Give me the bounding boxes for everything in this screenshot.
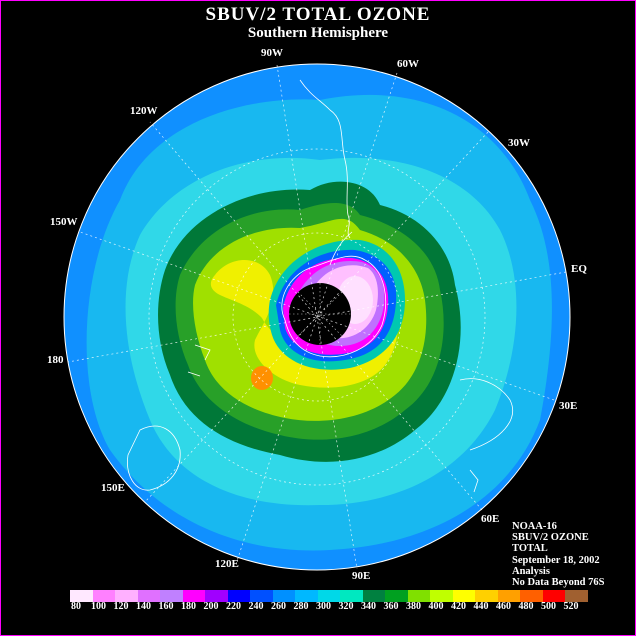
ozone-max-orange <box>251 366 273 390</box>
info-date: September 18, 2002 <box>512 554 600 566</box>
legend-swatch <box>295 590 318 602</box>
coastline-south-america <box>299 79 351 239</box>
coastline-africa <box>459 378 513 451</box>
legend-color-bar <box>70 590 588 602</box>
legend-tick-label: 500 <box>541 601 556 612</box>
meridian-60w-120e <box>236 72 398 562</box>
legend-tick-label: 260 <box>271 601 286 612</box>
legend-tick-label: 440 <box>473 601 489 612</box>
info-satellite: NOAA-16 <box>512 521 557 532</box>
legend-swatch <box>565 590 588 602</box>
legend-swatch <box>407 590 430 602</box>
lon-label-eq: EQ <box>571 263 587 275</box>
coastlines <box>127 79 513 493</box>
legend-swatch <box>250 590 273 602</box>
coastline-antarctic-peninsula <box>329 231 353 266</box>
legend-tick-label: 80 <box>71 601 81 612</box>
legend-swatch <box>160 590 183 602</box>
map-disk-border <box>63 63 571 571</box>
legend-tick-label: 340 <box>361 601 376 612</box>
legend-tick-label: 480 <box>518 601 534 612</box>
lon-label-30w: 30W <box>508 137 530 149</box>
legend-swatch <box>92 590 115 602</box>
info-field: TOTAL <box>512 543 548 555</box>
legend-swatch <box>182 590 205 602</box>
legend-tick-label: 520 <box>563 601 579 612</box>
map-subtitle: Southern Hemisphere <box>247 25 389 41</box>
legend-tick-label: 300 <box>316 601 331 612</box>
lon-label-90w: 90W <box>261 47 283 59</box>
legend-tick-label: 380 <box>406 601 421 612</box>
lon-label-150w: 150W <box>50 216 78 228</box>
legend-tick-label: 280 <box>293 601 309 612</box>
legend-tick-label: 100 <box>91 601 106 612</box>
legend-tick-label: 120 <box>113 601 129 612</box>
lon-label-120w: 120W <box>130 105 158 117</box>
legend-tick-label: 140 <box>136 601 151 612</box>
legend-tick-label: 360 <box>383 601 399 612</box>
legend-swatch <box>115 590 138 602</box>
legend-swatch <box>340 590 363 602</box>
legend-tick-label: 220 <box>226 601 241 612</box>
legend-tick-label: 240 <box>248 601 264 612</box>
legend-swatch <box>430 590 453 602</box>
legend-swatch <box>452 590 475 602</box>
legend-swatch <box>520 590 543 602</box>
coastline-antarctica <box>281 255 386 358</box>
lon-label-120e: 120E <box>215 558 239 570</box>
ozone-field <box>64 64 570 570</box>
legend-swatch <box>227 590 250 602</box>
meridian-30w-150e <box>144 131 489 503</box>
legend-swatch <box>205 590 228 602</box>
coastline-australia <box>127 425 181 491</box>
legend-swatch <box>497 590 520 602</box>
legend-swatch <box>70 590 93 602</box>
info-product: SBUV/2 OZONE <box>512 532 589 544</box>
latitude-circle-60s <box>232 232 402 402</box>
legend-swatch <box>272 590 295 602</box>
lon-label-30e: 30E <box>559 400 578 412</box>
meridian-eq-180 <box>67 271 567 363</box>
lon-label-60w: 60W <box>397 58 419 70</box>
legend-tick-label: 460 <box>496 601 511 612</box>
coastline-madagascar <box>469 469 479 493</box>
legend-tick-label: 200 <box>203 601 219 612</box>
coastline-new-zealand <box>187 344 211 377</box>
legend-tick-label: 160 <box>158 601 174 612</box>
legend-tick-label: 320 <box>338 601 354 612</box>
map-title: SBUV/2 TOTAL OZONE <box>205 4 431 25</box>
info-note: No Data Beyond 76S <box>512 577 605 589</box>
latitude-circle-30s <box>148 148 486 486</box>
legend-tick-label: 420 <box>451 601 466 612</box>
legend-swatch <box>137 590 160 602</box>
legend-swatch <box>362 590 385 602</box>
product-info: NOAA-16 SBUV/2 OZONE TOTAL September 18,… <box>512 521 604 588</box>
legend-tick-label: 400 <box>428 601 444 612</box>
info-kind: Analysis <box>512 565 550 577</box>
legend-tick-label: 180 <box>181 601 196 612</box>
lon-label-180: 180 <box>47 354 64 366</box>
legend-swatch <box>385 590 408 602</box>
meridian-30e-150w <box>79 231 555 401</box>
graticule <box>67 64 567 570</box>
legend-swatch <box>475 590 498 602</box>
lon-label-90e: 90E <box>352 570 371 582</box>
legend-swatch <box>542 590 565 602</box>
lon-label-150e: 150E <box>101 482 125 494</box>
legend-swatch <box>317 590 340 602</box>
meridian-60e-120w <box>149 121 483 511</box>
lon-label-60e: 60E <box>481 513 500 525</box>
